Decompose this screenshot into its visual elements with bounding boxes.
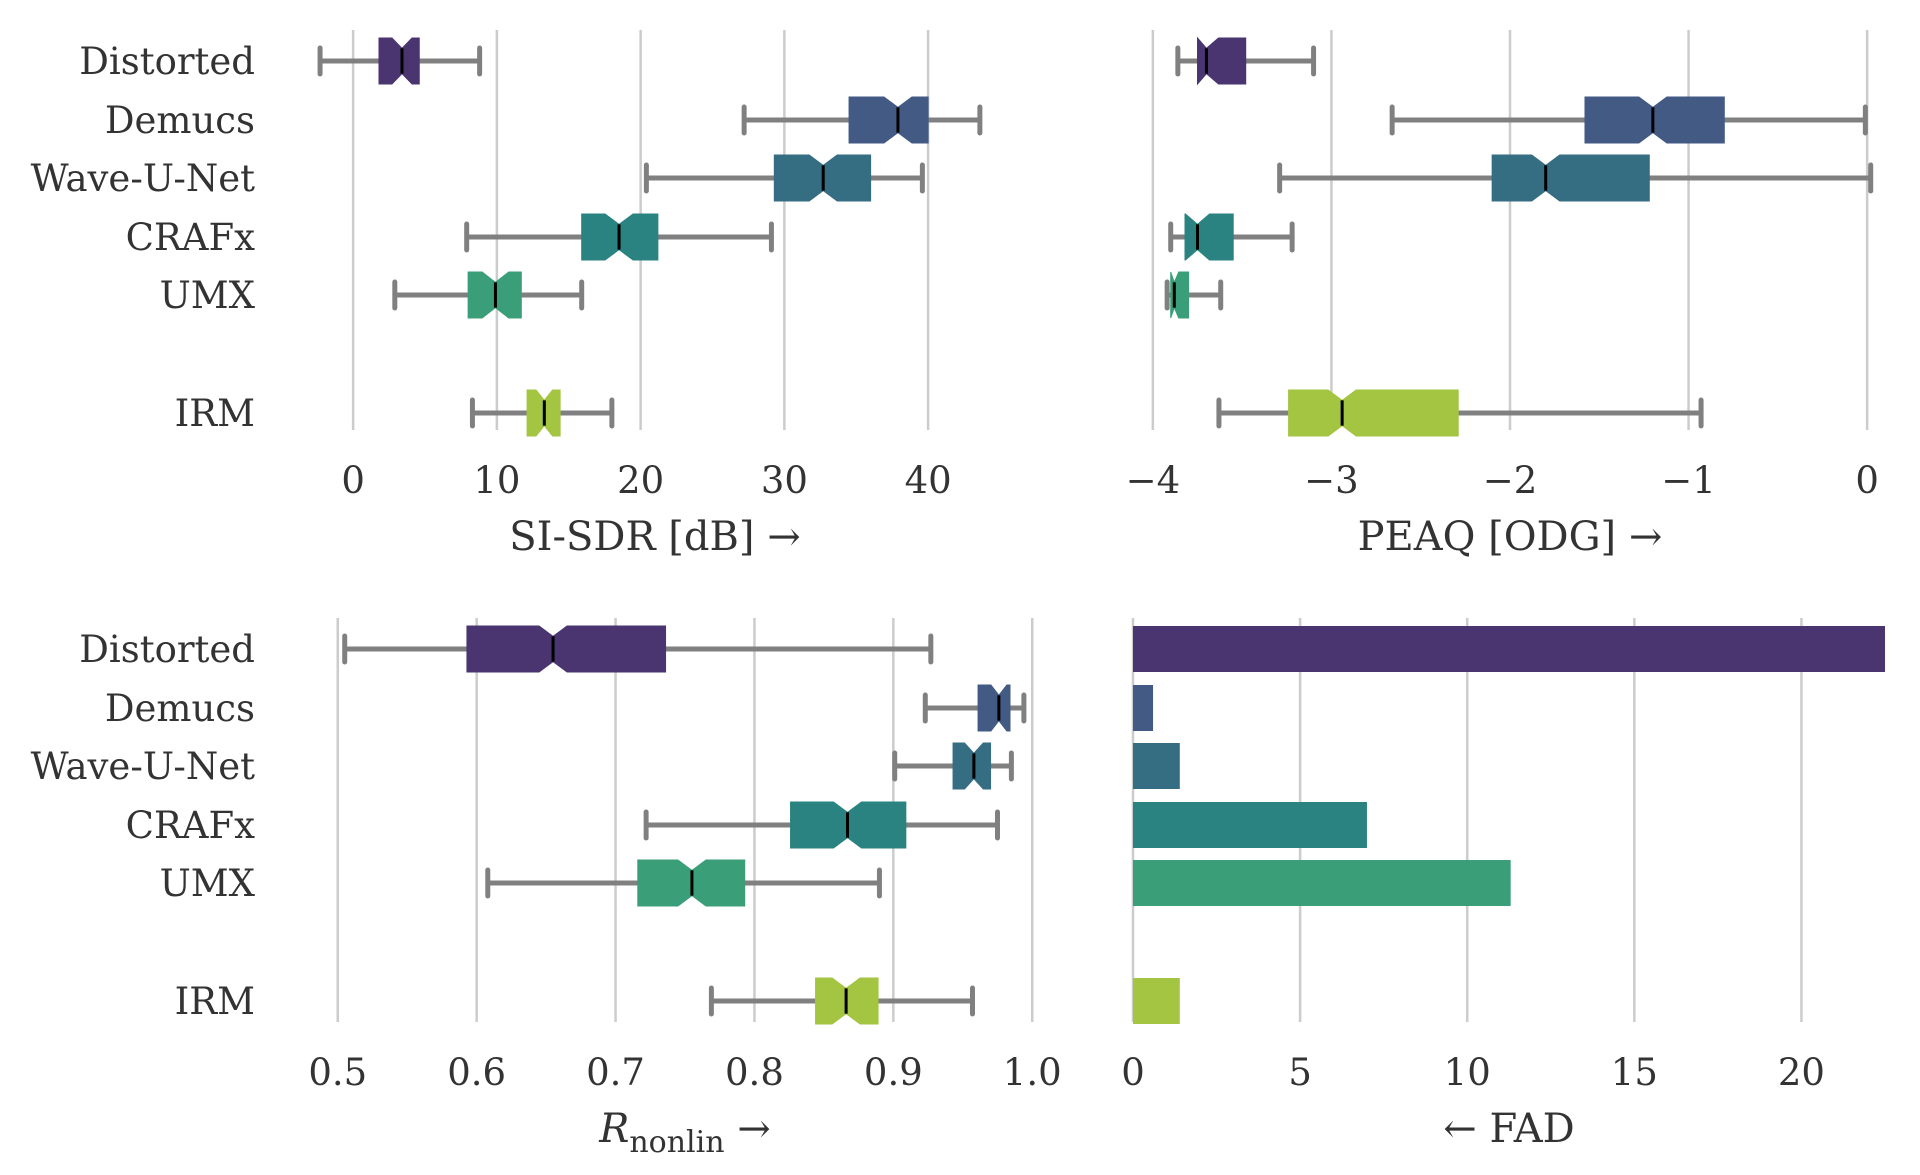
box-wave-u-net <box>1277 154 1874 202</box>
box-demucs <box>922 684 1027 732</box>
box-irm <box>1216 389 1704 437</box>
category-label-distorted: Distorted <box>79 40 255 83</box>
x-tick-label: −2 <box>1483 459 1538 502</box>
box-demucs <box>1389 96 1868 144</box>
box-body <box>952 742 992 790</box>
box-body <box>1491 154 1650 202</box>
panel-3: 0.5 0.6 0.7 0.8 0.9 1.0 Rnonlin → Distorted Demu… <box>31 618 1062 1160</box>
box-body <box>378 37 420 85</box>
x-axis-title: ← FAD <box>1443 1106 1574 1152</box>
x-tick-label: 10 <box>473 459 520 502</box>
x-tick-label: 0 <box>1855 459 1879 502</box>
category-label-wave-u-net: Wave-U-Net <box>31 745 255 788</box>
x-tick-label: 5 <box>1288 1051 1312 1094</box>
bar-demucs <box>1133 685 1154 731</box>
box-crafx <box>643 801 1000 849</box>
box-wave-u-net <box>892 742 1014 790</box>
x-tick-label: 0.6 <box>447 1051 506 1094</box>
category-label-umx: UMX <box>160 862 256 905</box>
x-tick-label: 30 <box>761 459 808 502</box>
x-tick-label: 15 <box>1611 1051 1658 1094</box>
x-tick-label: 0 <box>341 459 365 502</box>
category-label-wave-u-net: Wave-U-Net <box>31 157 255 200</box>
x-tick-label: 0.5 <box>308 1051 367 1094</box>
bar-wave-u-net <box>1133 743 1180 789</box>
bar-crafx <box>1133 802 1367 848</box>
box-distorted <box>1175 36 1317 86</box>
x-tick-label: 20 <box>1778 1051 1825 1094</box>
panel-4: 0 5 10 15 20 ← FAD <box>1121 618 1885 1152</box>
x-tick-label: 0.9 <box>864 1051 923 1094</box>
category-label-crafx: CRAFx <box>126 804 256 847</box>
x-tick-label: 0.8 <box>725 1051 784 1094</box>
box-distorted <box>342 625 934 673</box>
category-label-umx: UMX <box>160 274 256 317</box>
box-umx <box>485 859 882 907</box>
x-tick-label: 40 <box>905 459 952 502</box>
box-distorted <box>317 37 483 85</box>
x-tick-label: 0.7 <box>586 1051 645 1094</box>
category-label-demucs: Demucs <box>105 99 255 142</box>
x-axis-title: SI-SDR [dB] → <box>509 514 800 560</box>
box-umx <box>392 271 585 319</box>
x-tick-label: 0 <box>1121 1051 1145 1094</box>
box-crafx <box>1168 213 1295 261</box>
category-label-irm: IRM <box>175 980 255 1023</box>
bar-distorted <box>1133 626 1885 672</box>
x-tick-label: 20 <box>617 459 664 502</box>
bar-umx <box>1133 860 1511 906</box>
category-label-demucs: Demucs <box>105 687 255 730</box>
x-axis-title: PEAQ [ODG] → <box>1358 514 1663 560</box>
x-tick-label: −4 <box>1126 459 1181 502</box>
x-tick-label: 1.0 <box>1003 1051 1062 1094</box>
category-label-crafx: CRAFx <box>126 216 256 259</box>
box-crafx <box>464 213 774 261</box>
box-irm <box>469 389 615 437</box>
bar-irm <box>1133 978 1180 1024</box>
panel-1: 0 10 20 30 40 SI-SDR [dB] → Distorted Demucs Wav… <box>31 30 983 560</box>
category-label-irm: IRM <box>175 392 255 435</box>
x-tick-label: −1 <box>1661 459 1716 502</box>
box-irm <box>708 977 975 1025</box>
box-body <box>1288 389 1459 437</box>
box-wave-u-net <box>643 154 925 202</box>
x-axis-title: Rnonlin → <box>598 1106 771 1160</box>
category-label-distorted: Distorted <box>79 628 255 671</box>
x-tick-label: −3 <box>1304 459 1359 502</box>
box-umx <box>1164 271 1224 319</box>
box-body <box>1184 213 1234 261</box>
box-body <box>1584 96 1725 144</box>
panel-2: −4 −3 −2 −1 0 PEAQ [ODG] → <box>1126 30 1879 560</box>
box-body <box>1197 36 1247 86</box>
box-demucs <box>741 96 983 144</box>
x-tick-label: 10 <box>1444 1051 1491 1094</box>
box-body <box>466 625 667 673</box>
box-body <box>848 96 929 144</box>
box-body <box>977 684 1011 732</box>
